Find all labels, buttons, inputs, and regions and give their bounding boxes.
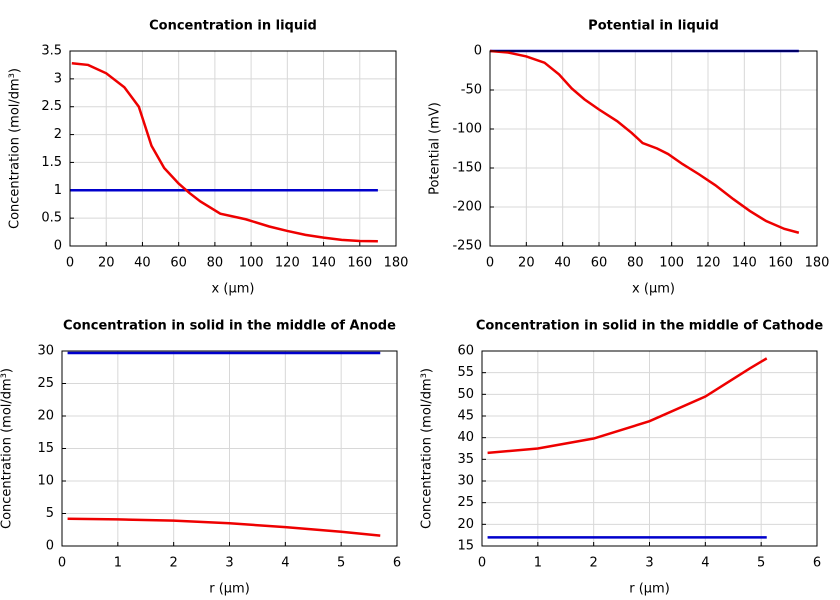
x-tick-label: 0 (66, 256, 74, 271)
x-tick-label: 80 (627, 256, 644, 271)
chart-title: Potential in liquid (588, 19, 719, 34)
x-tick-label: 80 (207, 256, 224, 271)
x-tick-label: 160 (347, 256, 372, 271)
x-tick-label: 140 (732, 256, 757, 271)
x-tick-label: 1 (114, 556, 122, 571)
y-axis-label: Potential (mV) (428, 102, 443, 195)
x-tick-label: 40 (134, 256, 151, 271)
y-tick-label: 35 (457, 452, 474, 467)
y-axis-label: Concentration (mol/dm³) (8, 68, 23, 229)
y-tick-label: 20 (457, 517, 474, 532)
y-tick-label: 0 (46, 539, 54, 554)
y-tick-label: 30 (37, 344, 54, 359)
x-tick-label: 4 (281, 556, 289, 571)
y-axis-label: Concentration (mol/dm³) (420, 368, 435, 529)
x-tick-label: 3 (645, 556, 653, 571)
chart-title: Concentration in solid in the middle of … (476, 319, 824, 334)
plot-frame (481, 350, 818, 547)
x-tick-label: 2 (170, 556, 178, 571)
y-tick-label: 1.5 (41, 155, 62, 170)
chart-title: Concentration in liquid (149, 19, 317, 34)
x-tick-label: 2 (590, 556, 598, 571)
x-tick-label: 6 (393, 556, 401, 571)
x-tick-label: 0 (478, 556, 486, 571)
y-tick-label: 60 (457, 344, 474, 359)
x-tick-label: 140 (311, 256, 336, 271)
x-tick-label: 60 (591, 256, 608, 271)
y-tick-label: 5 (46, 506, 54, 521)
y-tick-label: 40 (457, 430, 474, 445)
y-tick-label: 45 (457, 409, 474, 424)
x-tick-label: 20 (98, 256, 115, 271)
x-tick-label: 160 (768, 256, 793, 271)
x-tick-label: 60 (170, 256, 187, 271)
x-tick-label: 0 (58, 556, 66, 571)
y-tick-label: -150 (452, 161, 482, 176)
x-tick-label: 100 (659, 256, 684, 271)
y-tick-label: 30 (457, 474, 474, 489)
y-tick-label: 10 (37, 474, 54, 489)
y-tick-label: -100 (452, 122, 482, 137)
x-tick-label: 120 (696, 256, 721, 271)
x-axis-label: r (µm) (209, 582, 250, 597)
plot-frame (489, 50, 818, 247)
x-tick-label: 20 (518, 256, 535, 271)
x-tick-label: 0 (486, 256, 494, 271)
x-axis-label: r (µm) (629, 582, 670, 597)
y-tick-label: -250 (452, 239, 482, 254)
y-tick-label: 25 (457, 495, 474, 510)
x-tick-label: 4 (701, 556, 709, 571)
x-tick-label: 180 (384, 256, 409, 271)
data-line (487, 357, 768, 455)
y-tick-label: 3 (54, 71, 62, 86)
y-tick-label: 15 (37, 441, 54, 456)
y-tick-label: 50 (457, 387, 474, 402)
y-tick-label: 0.5 (41, 211, 62, 226)
y-axis-label: Concentration (mol/dm³) (0, 368, 15, 529)
x-tick-label: 120 (275, 256, 300, 271)
y-tick-label: -200 (452, 200, 482, 215)
data-line (67, 517, 381, 537)
y-tick-label: 2.5 (41, 99, 62, 114)
y-tick-label: -50 (461, 83, 482, 98)
y-tick-label: 2 (54, 127, 62, 142)
plot-frame (61, 350, 398, 547)
data-line (489, 49, 800, 234)
x-tick-label: 1 (534, 556, 542, 571)
data-line (71, 62, 378, 243)
y-tick-label: 25 (37, 376, 54, 391)
y-tick-label: 15 (457, 539, 474, 554)
x-axis-label: x (µm) (212, 282, 255, 297)
x-tick-label: 40 (554, 256, 571, 271)
plot-frame (69, 50, 397, 247)
y-tick-label: 0 (54, 239, 62, 254)
y-tick-label: 3.5 (41, 44, 62, 59)
y-tick-label: 55 (457, 365, 474, 380)
x-tick-label: 180 (805, 256, 830, 271)
x-tick-label: 5 (757, 556, 765, 571)
chart-title: Concentration in solid in the middle of … (63, 319, 396, 334)
x-tick-label: 5 (337, 556, 345, 571)
y-tick-label: 20 (37, 409, 54, 424)
y-tick-label: 0 (474, 44, 482, 59)
x-tick-label: 100 (239, 256, 264, 271)
x-tick-label: 6 (813, 556, 821, 571)
x-tick-label: 3 (225, 556, 233, 571)
x-axis-label: x (µm) (632, 282, 675, 297)
y-tick-label: 1 (54, 183, 62, 198)
